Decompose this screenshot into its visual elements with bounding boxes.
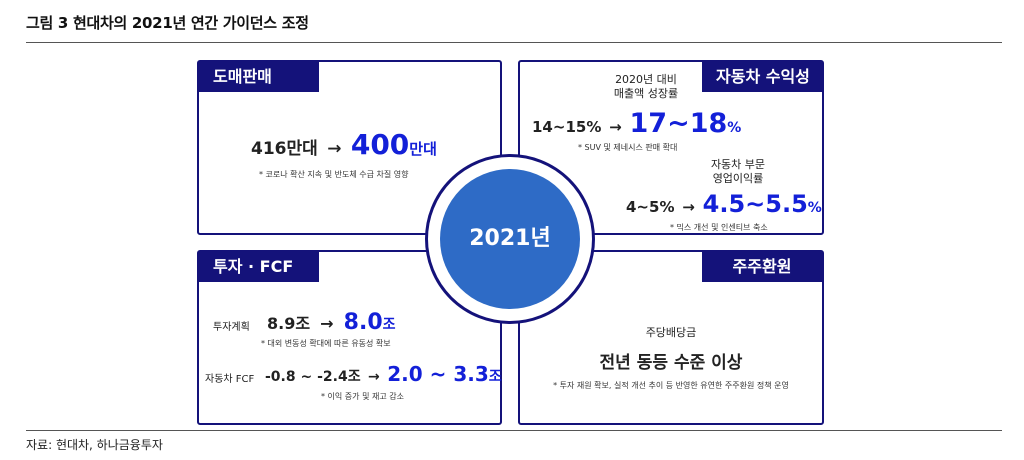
revenue-from: 14~15% (532, 118, 602, 136)
margin-label-line-1: 자동차 부문 (710, 158, 766, 171)
wholesale-to-unit: 만대 (409, 140, 437, 158)
margin-from: 4~5% (626, 198, 675, 216)
revenue-label-line-1: 2020년 대비 (615, 73, 677, 86)
wholesale-panel: 도매판매 416만대 → 400만대 * 코로나 확산 지속 및 반도체 수급 … (197, 60, 502, 235)
margin-label-line-2: 영업이익률 (712, 172, 764, 185)
center-year-circle: 2021년 (440, 169, 580, 309)
arrow-icon: → (682, 198, 695, 216)
shareholder-tag: 주주환원 (702, 252, 822, 282)
figure-title: 그림 3 현대차의 2021년 연간 가이던스 조정 (26, 14, 309, 32)
revenue-note: * SUV 및 제네시스 판매 확대 (578, 143, 678, 152)
margin-note: * 믹스 개선 및 인센티브 축소 (670, 223, 768, 232)
capex-to-value: 8.0 (343, 310, 383, 335)
capex-label: 투자계획 (213, 322, 250, 333)
revenue-change-row: 14~15% → 17~18% (532, 108, 741, 139)
fcf-to-value: 2.0 ~ 3.3 (387, 362, 489, 386)
capex-note: * 대외 변동성 확대에 따른 유동성 확보 (261, 339, 391, 348)
revenue-label-line-2: 매출액 성장률 (613, 87, 679, 100)
arrow-icon: → (327, 139, 342, 159)
capex-to-unit: 조 (382, 317, 396, 333)
profitability-tag: 자동차 수익성 (702, 62, 822, 92)
margin-to-value: 4.5~5.5 (702, 190, 808, 218)
bottom-rule (26, 430, 1002, 431)
arrow-icon: → (609, 118, 622, 136)
dividend-label: 주당배당금 (645, 326, 697, 339)
source-note: 자료: 현대차, 하나금융투자 (26, 438, 163, 452)
arrow-icon: → (320, 314, 334, 333)
dividend-value: 전년 동등 수준 이상 (599, 353, 743, 373)
investment-tag: 투자 · FCF (199, 252, 319, 282)
fcf-to-unit: 조 (488, 369, 502, 385)
margin-to-unit: % (807, 200, 822, 216)
top-rule (26, 42, 1002, 43)
wholesale-from: 416만대 (251, 139, 318, 159)
wholesale-note: * 코로나 확산 지속 및 반도체 수급 차질 영향 (259, 170, 409, 179)
revenue-growth-label: 2020년 대비 매출액 성장률 (596, 73, 696, 101)
wholesale-tag: 도매판매 (199, 62, 319, 92)
wholesale-to-value: 400 (350, 128, 410, 161)
fcf-label: 자동차 FCF (205, 374, 255, 385)
dividend-note: * 투자 재원 확보, 실적 개선 추이 등 반영한 유연한 주주환원 정책 운… (553, 381, 789, 390)
margin-label: 자동차 부문 영업이익률 (688, 158, 788, 186)
wholesale-change-row: 416만대 → 400만대 (251, 128, 437, 161)
revenue-to-unit: % (727, 120, 742, 136)
margin-change-row: 4~5% → 4.5~5.5% (626, 190, 822, 218)
fcf-from: -0.8 ~ -2.4조 (265, 369, 361, 385)
capex-change-row: 8.9조 → 8.0조 (267, 310, 396, 335)
revenue-to-value: 17~18 (629, 108, 728, 139)
fcf-change-row: -0.8 ~ -2.4조 → 2.0 ~ 3.3조 (265, 362, 502, 386)
capex-from: 8.9조 (267, 314, 311, 333)
fcf-note: * 이익 증가 및 재고 감소 (321, 392, 404, 401)
arrow-icon: → (368, 369, 380, 385)
